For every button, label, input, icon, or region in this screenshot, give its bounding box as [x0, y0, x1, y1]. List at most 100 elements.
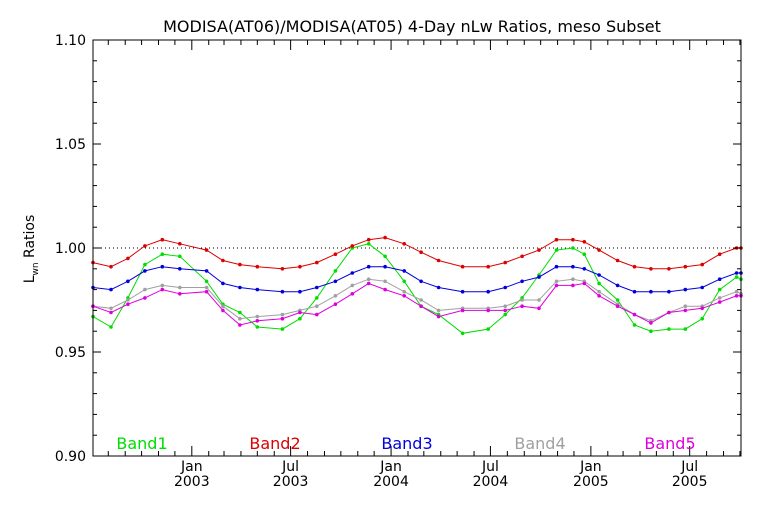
data-point-band3 — [632, 289, 637, 294]
data-point-band5 — [178, 292, 182, 296]
series-line-band1 — [92, 243, 742, 334]
data-point-band1 — [402, 279, 407, 284]
data-point-band2 — [700, 262, 704, 267]
data-point-band4 — [554, 279, 559, 284]
data-point-band2 — [255, 264, 260, 269]
data-point-band1 — [649, 329, 653, 334]
data-point-band4 — [383, 279, 387, 284]
series-line-band4 — [92, 278, 742, 322]
data-point-band1 — [366, 242, 371, 246]
data-point-band5 — [255, 319, 260, 323]
data-point-band5 — [280, 316, 285, 321]
data-point-band2 — [109, 264, 113, 269]
data-point-band2 — [554, 237, 559, 242]
series-band2 — [91, 235, 743, 271]
data-point-band3 — [734, 271, 739, 275]
x-tick-label-month: Jul — [680, 459, 698, 475]
data-point-band4 — [436, 308, 441, 313]
series-line-band3 — [92, 266, 741, 293]
data-point-band3 — [717, 277, 722, 282]
data-point-band4 — [143, 287, 147, 292]
data-point-band2 — [717, 252, 722, 256]
data-point-band3 — [178, 267, 182, 271]
data-point-band5 — [383, 287, 387, 292]
legend: Band1 Band2 Band3 Band4 Band5 — [116, 434, 695, 453]
data-point-band2 — [126, 256, 130, 261]
x-tick-label-year: 2003 — [174, 474, 210, 490]
data-point-band1 — [178, 254, 182, 259]
data-point-band3 — [520, 279, 524, 284]
data-point-band2 — [597, 248, 601, 252]
data-point-band4 — [280, 312, 285, 317]
data-point-band2 — [537, 248, 541, 252]
data-point-band3 — [571, 264, 575, 269]
data-point-band1 — [333, 269, 338, 273]
data-point-band4 — [109, 306, 113, 311]
data-point-band1 — [717, 287, 722, 292]
data-point-band2 — [667, 267, 671, 271]
x-tick-label-year: 2004 — [373, 474, 409, 490]
data-point-band5 — [571, 283, 575, 288]
data-point-band4 — [419, 298, 423, 302]
x-tick-label-year: 2004 — [473, 474, 509, 490]
data-point-band4 — [683, 304, 688, 309]
data-point-band2 — [238, 262, 242, 267]
data-point-band4 — [255, 314, 260, 319]
data-point-band5 — [333, 302, 338, 307]
x-tick-label-month: Jan — [379, 459, 402, 475]
legend-label-band5: Band5 — [644, 434, 695, 453]
data-point-band1 — [503, 312, 508, 317]
y-tick-label: 1.10 — [55, 33, 86, 49]
data-point-band3 — [554, 264, 559, 269]
legend-label-band3: Band3 — [381, 434, 432, 453]
data-point-band4 — [126, 298, 130, 302]
data-point-band5 — [419, 304, 423, 309]
data-point-band2 — [160, 237, 165, 242]
data-point-band5 — [717, 300, 722, 304]
data-point-band2 — [143, 244, 147, 248]
data-point-band3 — [667, 289, 671, 294]
data-point-band1 — [383, 254, 387, 259]
x-tick-label-year: 2005 — [672, 474, 708, 490]
svg-text:Lwn Ratios: Lwn Ratios — [22, 215, 41, 284]
data-point-band1 — [238, 310, 242, 315]
data-point-band5 — [615, 304, 620, 309]
data-point-band1 — [597, 281, 601, 286]
y-tick-label: 0.90 — [55, 449, 86, 465]
data-point-band5 — [460, 308, 465, 313]
data-point-band3 — [143, 269, 147, 273]
data-point-band4 — [221, 304, 225, 309]
data-point-band3 — [503, 285, 508, 290]
data-point-band1 — [315, 296, 319, 300]
data-point-band1 — [486, 327, 491, 331]
y-axis-label-rest: Ratios — [22, 215, 38, 263]
data-point-band1 — [571, 246, 575, 250]
series-line-band5 — [92, 282, 741, 326]
data-point-band1 — [700, 316, 704, 321]
data-point-band3 — [700, 285, 704, 290]
data-point-band4 — [333, 294, 338, 298]
data-point-band5 — [366, 281, 371, 286]
data-point-band5 — [503, 308, 508, 313]
data-point-band4 — [503, 304, 508, 309]
data-point-band2 — [460, 264, 465, 269]
data-point-band3 — [126, 279, 130, 284]
data-point-band5 — [683, 308, 688, 313]
series-layer — [91, 235, 743, 336]
data-point-band4 — [597, 289, 601, 294]
y-tick-label: 1.00 — [55, 241, 86, 257]
data-point-band2 — [178, 242, 182, 246]
data-point-band4 — [238, 316, 242, 321]
data-point-band5 — [160, 287, 165, 292]
data-point-band1 — [632, 323, 637, 327]
data-point-band1 — [582, 252, 587, 256]
data-point-band1 — [683, 327, 688, 331]
data-point-band2 — [366, 237, 371, 242]
data-point-band5 — [537, 306, 541, 311]
data-point-band1 — [255, 325, 260, 329]
data-point-band3 — [333, 279, 338, 284]
data-point-band2 — [486, 264, 491, 269]
data-point-band2 — [402, 242, 407, 246]
data-point-band2 — [520, 254, 524, 259]
data-point-band3 — [460, 289, 465, 294]
